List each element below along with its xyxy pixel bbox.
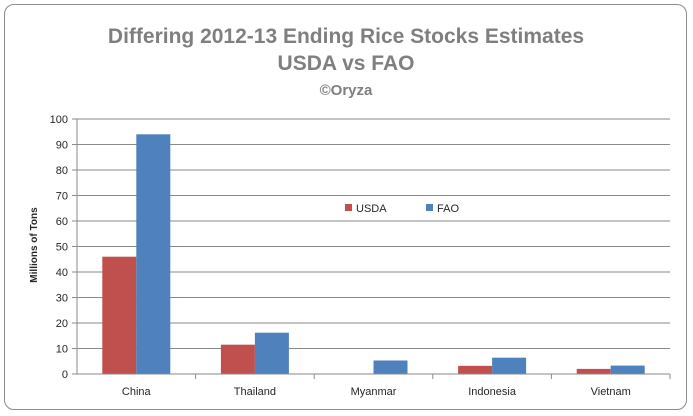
x-tick-label: Vietnam: [591, 386, 631, 398]
legend-swatch-usda: [345, 204, 352, 211]
chart-title: Differing 2012-13 Ending Rice Stocks Est…: [108, 25, 584, 48]
bar-fao-vietnam: [610, 365, 645, 374]
gridlines: [77, 118, 670, 349]
bar-usda-thailand: [220, 344, 255, 374]
x-axis-ticks: China Thailand Myanmar Indonesia Vietnam: [122, 374, 671, 398]
bar-usda-vietnam: [576, 368, 611, 374]
y-tick-label: 30: [56, 293, 68, 305]
x-tick-label: China: [122, 386, 152, 398]
bar-fao-china: [136, 134, 171, 374]
y-tick-label: 90: [56, 140, 68, 152]
y-tick-label: 100: [50, 114, 68, 126]
bar-fao-thailand: [254, 332, 289, 374]
bar-usda-china: [102, 256, 137, 374]
y-tick-label: 80: [56, 165, 68, 177]
y-axis-ticks: 0 10 20 30 40 50 60 70 80 90 100: [50, 114, 77, 381]
legend-swatch-fao: [426, 204, 433, 211]
y-tick-label: 10: [56, 344, 68, 356]
x-tick-label: Myanmar: [351, 386, 397, 398]
bar-fao-indonesia: [492, 357, 527, 374]
legend-label-fao: FAO: [437, 203, 459, 215]
bar-usda-indonesia: [458, 365, 493, 374]
y-tick-label: 20: [56, 318, 68, 330]
x-tick-label: Indonesia: [468, 386, 517, 398]
y-tick-label: 60: [56, 216, 68, 228]
bar-fao-myanmar: [373, 360, 408, 374]
chart-subtitle: USDA vs FAO: [278, 52, 415, 75]
y-axis-title: Millions of Tons: [29, 207, 40, 283]
bars: [102, 134, 645, 374]
y-tick-label: 70: [56, 191, 68, 203]
chart-credit: ©Oryza: [320, 82, 373, 99]
legend-label-usda: USDA: [356, 203, 387, 215]
x-tick-label: Thailand: [234, 386, 276, 398]
y-tick-label: 0: [62, 369, 68, 381]
y-tick-label: 40: [56, 267, 68, 279]
legend: USDA FAO: [345, 203, 459, 215]
y-tick-label: 50: [56, 242, 68, 254]
